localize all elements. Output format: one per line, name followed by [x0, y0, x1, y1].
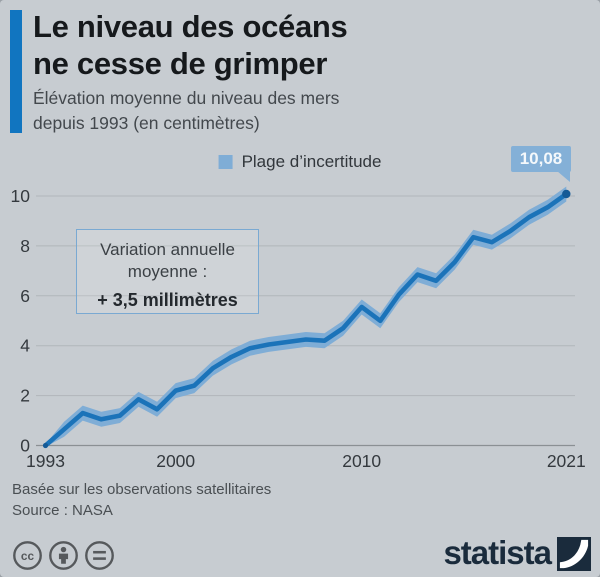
statista-wordmark: statista [443, 534, 552, 571]
annotation-line-2: moyenne : [127, 262, 208, 281]
source-note: Source : NASA [12, 502, 113, 519]
statista-mark-icon [557, 537, 591, 571]
title-line-1: Le niveau des océans [33, 9, 348, 44]
equals-icon[interactable] [84, 540, 115, 571]
svg-text:8: 8 [20, 236, 30, 256]
title-line-2: ne cesse de grimper [33, 46, 328, 81]
legend-label: Plage d’incertitude [241, 152, 382, 171]
annotation-line-1: Variation annuelle [100, 240, 235, 259]
svg-text:4: 4 [20, 336, 30, 356]
svg-text:10: 10 [11, 186, 31, 206]
annotation-box: Variation annuelle moyenne : + 3,5 milli… [76, 229, 259, 314]
svg-text:0: 0 [20, 436, 30, 456]
end-value-badge: 10,08 [511, 146, 571, 182]
svg-text:cc: cc [21, 549, 35, 563]
svg-text:2021: 2021 [547, 451, 586, 471]
attribution-icon[interactable] [48, 540, 79, 571]
subtitle-line-2: depuis 1993 (en centimètres) [33, 113, 260, 133]
svg-text:2000: 2000 [156, 451, 195, 471]
uncertainty-swatch-icon [218, 155, 233, 169]
footnote: Basée sur les observations satellitaires [12, 481, 272, 498]
legend: Plage d’incertitude [218, 152, 382, 172]
cc-icon[interactable]: cc [12, 540, 43, 571]
annotation-value: + 3,5 millimètres [97, 290, 238, 310]
cc-license[interactable]: cc [12, 540, 115, 571]
subtitle-line-1: Élévation moyenne du niveau des mers [33, 88, 340, 108]
svg-text:1993: 1993 [26, 451, 65, 471]
title-accent-bar [10, 10, 22, 133]
page-title: Le niveau des océans ne cesse de grimper [33, 8, 348, 82]
page-subtitle: Élévation moyenne du niveau des mers dep… [33, 86, 339, 136]
svg-text:6: 6 [20, 286, 30, 306]
svg-text:2010: 2010 [342, 451, 381, 471]
statista-logo[interactable]: statista [443, 535, 591, 571]
svg-text:2: 2 [20, 386, 30, 406]
